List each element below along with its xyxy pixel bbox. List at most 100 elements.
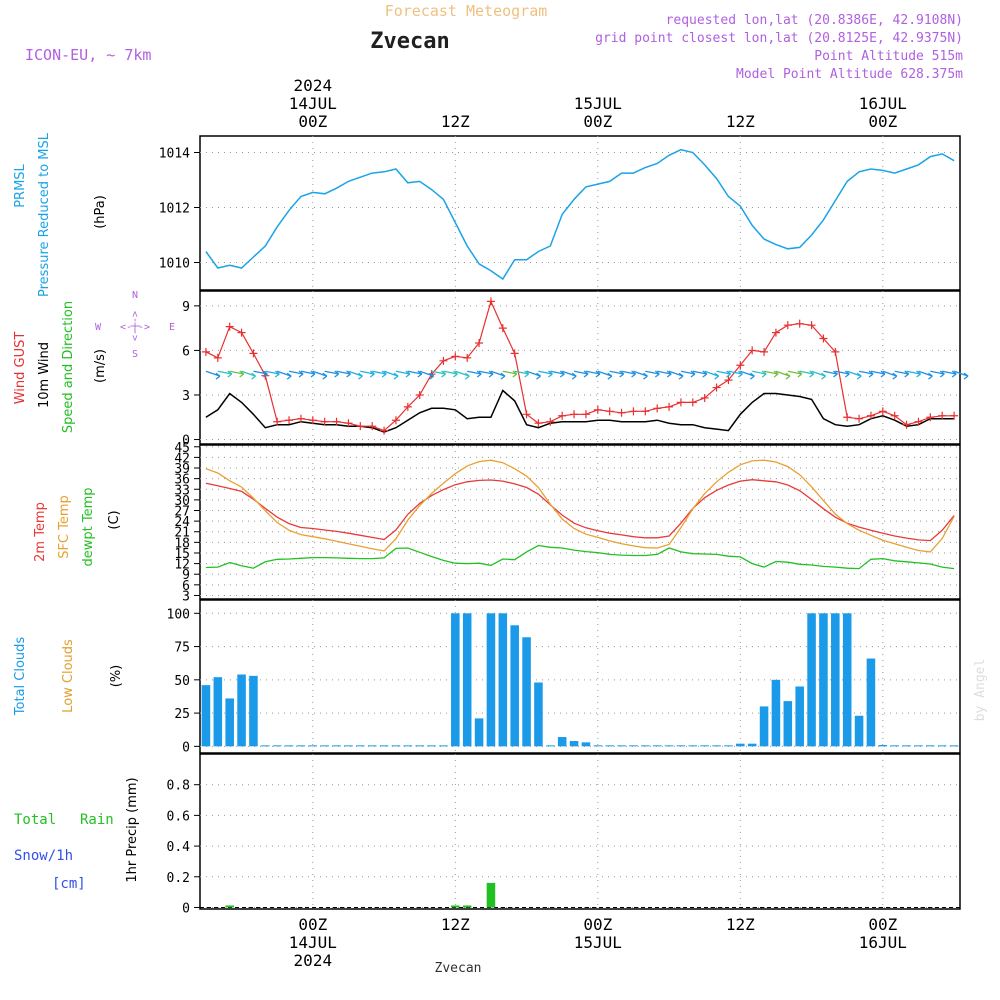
y-tick-label: 0.4 — [167, 840, 191, 855]
total-cloud-bar — [795, 686, 804, 747]
total-cloud-bar — [641, 745, 650, 747]
y-tick-label: 75 — [174, 641, 190, 656]
wind-arrow-head — [833, 370, 838, 378]
total-cloud-bar — [332, 745, 341, 747]
gust-marker — [380, 426, 389, 435]
wind-direction-arrow — [360, 370, 375, 375]
wind-direction-arrow — [799, 370, 814, 375]
wind-direction-arrow — [668, 370, 684, 377]
total-cloud-bar — [688, 745, 698, 747]
gust-marker — [296, 414, 305, 423]
total-cloud-bar — [320, 745, 329, 747]
tsfc-label: SFC Temp — [57, 495, 72, 559]
total-cloud-bar — [866, 658, 876, 747]
total-cloud-bar — [605, 745, 614, 747]
gust-marker — [510, 349, 519, 358]
wind-direction-arrow — [241, 370, 256, 377]
wind-arrow-head — [631, 370, 636, 378]
wind-arrow-head — [227, 370, 233, 378]
gust-marker — [629, 407, 638, 416]
wind-direction-arrow — [288, 370, 304, 375]
wind-arrow-head — [512, 370, 518, 378]
top-time-label: 14JUL — [289, 94, 337, 113]
wind-arrow-head — [928, 372, 933, 380]
wind-direction-arrow — [585, 370, 601, 375]
pressure-unit: (hPa) — [93, 195, 108, 229]
wind-direction-arrow — [621, 370, 636, 375]
wind-direction-arrow — [526, 370, 541, 377]
total-cloud-bar — [783, 701, 793, 747]
compass-south: S — [132, 349, 138, 360]
wind-direction-arrow — [455, 370, 470, 377]
y-tick-label: 36 — [174, 473, 190, 488]
gust-marker — [688, 398, 697, 407]
wind-direction-arrow — [787, 370, 802, 375]
wind-arrow-head — [583, 370, 589, 378]
bottom-time-label: 12Z — [441, 915, 470, 934]
top-time-label: 00Z — [583, 112, 612, 131]
precip-unit: 1hr Precip (mm) — [125, 777, 140, 882]
total-cloud-bar — [534, 682, 543, 747]
wind-arrow-head — [464, 372, 470, 380]
wind-direction-arrow — [918, 370, 933, 377]
y-tick-label: 1012 — [159, 202, 190, 217]
wind-arrow-head — [868, 370, 874, 378]
gust-marker — [201, 347, 210, 356]
wind-arrow-head — [738, 370, 743, 378]
wind-direction-arrow — [538, 370, 553, 375]
y-tick-label: 9 — [182, 300, 190, 315]
gust-marker — [356, 422, 365, 431]
wind-arrow-head — [334, 370, 340, 378]
y-tick-label: 0 — [182, 740, 190, 755]
wind-arrow-head — [476, 370, 482, 378]
gust-marker — [641, 407, 650, 416]
y-tick-label: 15 — [174, 547, 190, 562]
wind-arrow-head — [559, 370, 565, 378]
wind-arrow-head — [643, 372, 648, 380]
gust-marker — [225, 322, 234, 331]
gust-marker — [866, 411, 875, 420]
gust-marker — [807, 321, 816, 330]
total-cloud-bar — [890, 745, 899, 747]
gust-marker — [403, 402, 412, 411]
total-cloud-bar — [878, 745, 888, 747]
y-tick-label: 25 — [174, 707, 190, 722]
t2m-label: 2m Temp — [33, 502, 48, 562]
gust-label: Wind GUST — [13, 332, 28, 405]
gust-marker — [463, 353, 472, 362]
wind-direction-arrow — [324, 370, 339, 375]
total-cloud-bar — [415, 745, 424, 747]
wind-direction-arrow — [312, 370, 328, 377]
wind-arrow-head — [298, 370, 304, 378]
gust-marker — [950, 411, 959, 420]
gust-marker — [534, 419, 543, 428]
gust-marker — [843, 413, 852, 422]
gust-marker — [795, 319, 804, 328]
temp-panel-labels: 2m Temp SFC Temp dewpt Temp (C) — [33, 487, 122, 566]
panel-frame — [199, 753, 961, 910]
total-cloud-bar — [249, 675, 258, 747]
wind-arrow-head — [904, 370, 910, 378]
rain-bar — [225, 905, 234, 908]
wind-arrow-head — [749, 372, 755, 380]
y-tick-label: 3 — [182, 589, 190, 604]
top-time-label: 16JUL — [859, 94, 907, 113]
wind-arrow-head — [500, 372, 506, 380]
model-altitude: Model Point Altitude 628.375m — [736, 67, 963, 82]
bottom-time-axis: 00Z14JUL202412Z00Z15JUL12Z00Z16JUL12Z — [289, 915, 907, 970]
wind-panel: 0 3 6 9 — [182, 290, 969, 449]
y-tick-label: 3 — [182, 389, 190, 404]
y-tick-label: 6 — [182, 344, 190, 359]
pressure-label-1: PRMSL — [13, 163, 28, 207]
gust-marker — [415, 390, 424, 399]
wind-arrow-head — [239, 370, 245, 378]
y-tick-label: 12 — [174, 558, 190, 573]
model-label: ICON-EU, ~ 7km — [25, 46, 151, 64]
total-cloud-bar — [284, 745, 294, 747]
total-cloud-bar — [629, 745, 638, 747]
wind-direction-arrow — [942, 370, 957, 375]
wind-direction-arrow — [704, 370, 719, 377]
wind-direction-arrow — [514, 370, 529, 375]
gust-marker — [914, 417, 923, 426]
wind-arrow-head — [215, 372, 221, 380]
